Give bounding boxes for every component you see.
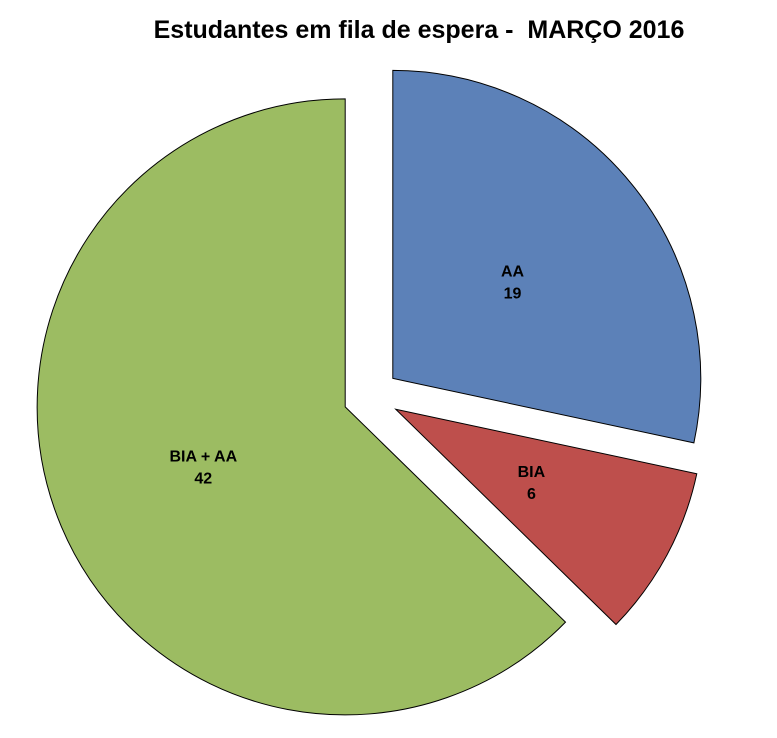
pie-slice-aa[interactable]	[392, 69, 702, 444]
chart-title: Estudantes em fila de espera - MARÇO 201…	[154, 16, 685, 44]
slice-label-value: 19	[504, 286, 522, 303]
pie-slice-labels: AA 19 BIA 6 BIA + AA 42	[169, 264, 545, 503]
pie-slice-bia[interactable]	[394, 408, 698, 626]
pie-slice-bia-aa[interactable]	[36, 98, 567, 716]
slice-label-value: 42	[194, 471, 212, 488]
slice-label-name: BIA + AA	[169, 449, 237, 466]
slice-label-value: 6	[527, 486, 536, 503]
pie-slices	[36, 69, 702, 716]
slice-label-name: BIA	[518, 464, 546, 481]
slice-label-name: AA	[501, 264, 525, 281]
